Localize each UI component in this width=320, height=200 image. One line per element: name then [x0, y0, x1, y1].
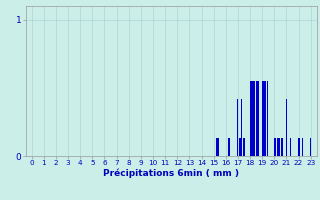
Bar: [265, 81, 266, 156]
Bar: [237, 99, 238, 156]
Bar: [251, 81, 252, 156]
Bar: [257, 81, 258, 156]
Bar: [218, 138, 219, 156]
Bar: [298, 138, 299, 156]
Bar: [229, 138, 230, 156]
Bar: [262, 81, 263, 156]
Bar: [258, 81, 259, 156]
Bar: [217, 138, 218, 156]
Bar: [241, 99, 242, 156]
Bar: [239, 138, 240, 156]
Bar: [250, 81, 251, 156]
Bar: [240, 138, 241, 156]
Bar: [282, 138, 284, 156]
Bar: [228, 138, 229, 156]
Bar: [216, 138, 217, 156]
X-axis label: Précipitations 6min ( mm ): Précipitations 6min ( mm ): [103, 169, 239, 178]
Bar: [275, 138, 276, 156]
Bar: [274, 138, 275, 156]
Bar: [252, 81, 253, 156]
Bar: [277, 138, 278, 156]
Bar: [302, 138, 303, 156]
Bar: [253, 81, 254, 156]
Bar: [310, 138, 311, 156]
Bar: [254, 81, 255, 156]
Bar: [286, 99, 287, 156]
Bar: [290, 138, 291, 156]
Bar: [281, 138, 282, 156]
Bar: [256, 81, 257, 156]
Bar: [279, 138, 280, 156]
Bar: [267, 81, 268, 156]
Bar: [264, 81, 265, 156]
Bar: [263, 81, 264, 156]
Bar: [299, 138, 300, 156]
